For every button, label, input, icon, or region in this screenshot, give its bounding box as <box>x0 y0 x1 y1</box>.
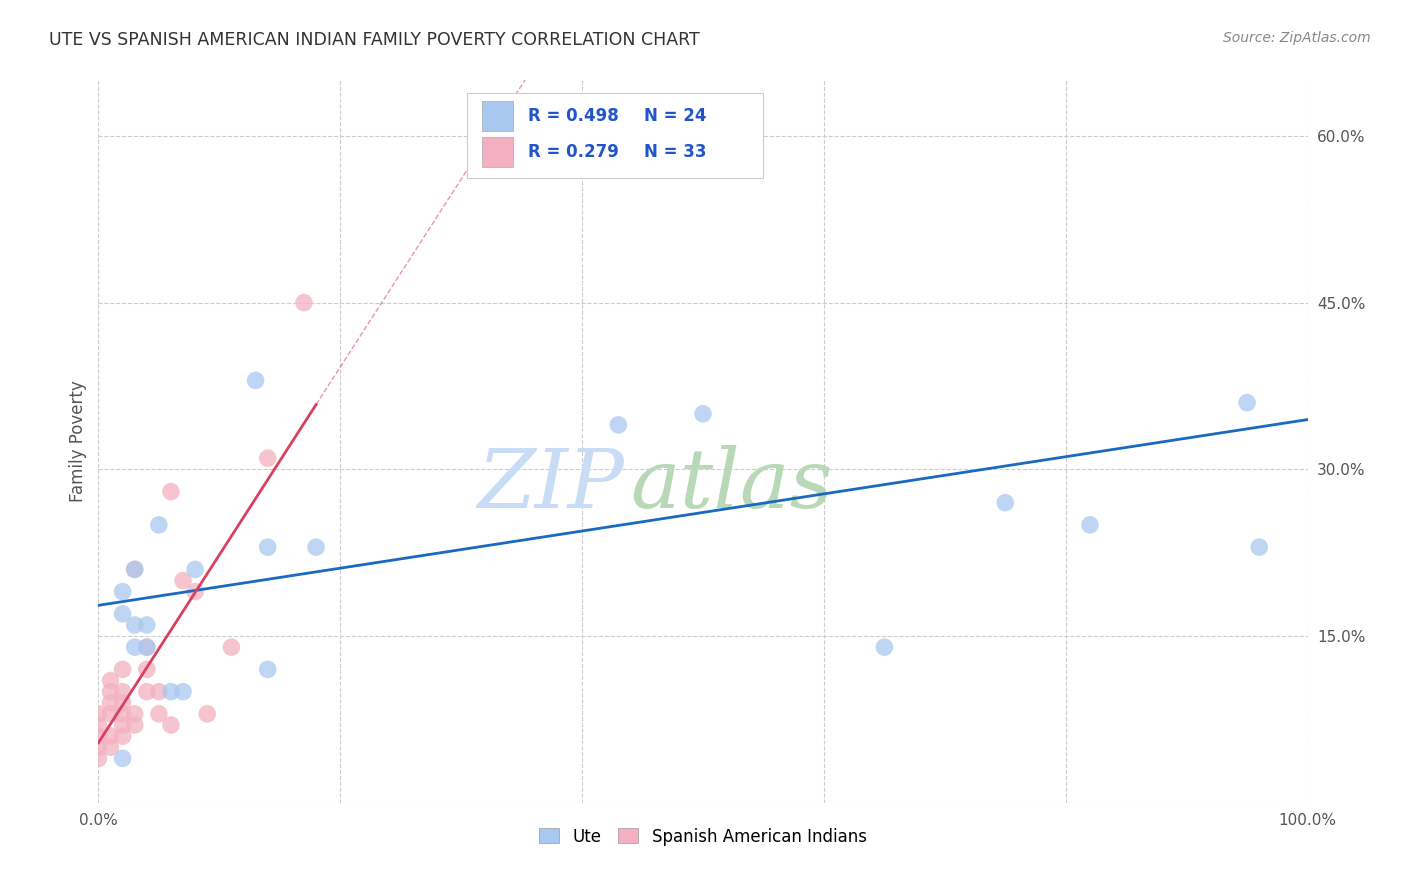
Point <box>1078 517 1101 532</box>
Point <box>111 607 134 621</box>
Point <box>111 684 134 698</box>
Point <box>160 484 183 499</box>
Point <box>100 740 122 755</box>
Y-axis label: Family Poverty: Family Poverty <box>69 381 87 502</box>
Point <box>256 451 278 466</box>
Point <box>135 640 157 655</box>
Point <box>100 696 122 710</box>
Point <box>111 696 134 710</box>
Point <box>668 128 690 143</box>
Point <box>692 407 714 421</box>
Point <box>1249 540 1271 554</box>
Point <box>256 662 278 676</box>
Point <box>305 540 328 554</box>
Point <box>124 618 146 632</box>
Text: atlas: atlas <box>630 445 832 524</box>
Point <box>124 718 146 732</box>
Point <box>111 584 134 599</box>
Point <box>124 640 146 655</box>
Bar <box>482 136 513 167</box>
Point <box>148 706 170 721</box>
Text: N = 33: N = 33 <box>644 143 706 161</box>
Point <box>292 295 315 310</box>
Point <box>111 751 134 765</box>
Point <box>221 640 243 655</box>
Point <box>160 718 183 732</box>
Point <box>148 684 170 698</box>
Point <box>111 706 134 721</box>
Point <box>172 684 194 698</box>
Point <box>256 540 278 554</box>
Point <box>87 706 110 721</box>
Point <box>124 562 146 576</box>
Text: N = 24: N = 24 <box>644 107 706 125</box>
Point <box>135 640 157 655</box>
Point <box>100 706 122 721</box>
Point <box>87 751 110 765</box>
Bar <box>482 101 513 131</box>
Point <box>87 718 110 732</box>
Point <box>873 640 896 655</box>
Point <box>160 684 183 698</box>
Point <box>100 684 122 698</box>
Point <box>172 574 194 588</box>
Point <box>87 740 110 755</box>
Point <box>607 417 630 432</box>
Point <box>148 517 170 532</box>
Point <box>184 584 207 599</box>
Point <box>135 684 157 698</box>
Text: UTE VS SPANISH AMERICAN INDIAN FAMILY POVERTY CORRELATION CHART: UTE VS SPANISH AMERICAN INDIAN FAMILY PO… <box>49 31 700 49</box>
Point <box>184 562 207 576</box>
Point <box>111 662 134 676</box>
Point <box>1236 395 1258 409</box>
Point <box>124 706 146 721</box>
Point <box>245 373 267 387</box>
Legend: Ute, Spanish American Indians: Ute, Spanish American Indians <box>533 821 873 852</box>
Point <box>124 562 146 576</box>
Point <box>111 718 134 732</box>
Text: Source: ZipAtlas.com: Source: ZipAtlas.com <box>1223 31 1371 45</box>
FancyBboxPatch shape <box>467 93 763 178</box>
Text: ZIP: ZIP <box>478 445 624 524</box>
Text: R = 0.498: R = 0.498 <box>527 107 619 125</box>
Point <box>87 729 110 743</box>
Point <box>100 729 122 743</box>
Point <box>100 673 122 688</box>
Point <box>111 729 134 743</box>
Point <box>135 618 157 632</box>
Point <box>135 662 157 676</box>
Point <box>994 496 1017 510</box>
Text: R = 0.279: R = 0.279 <box>527 143 619 161</box>
Point <box>195 706 218 721</box>
